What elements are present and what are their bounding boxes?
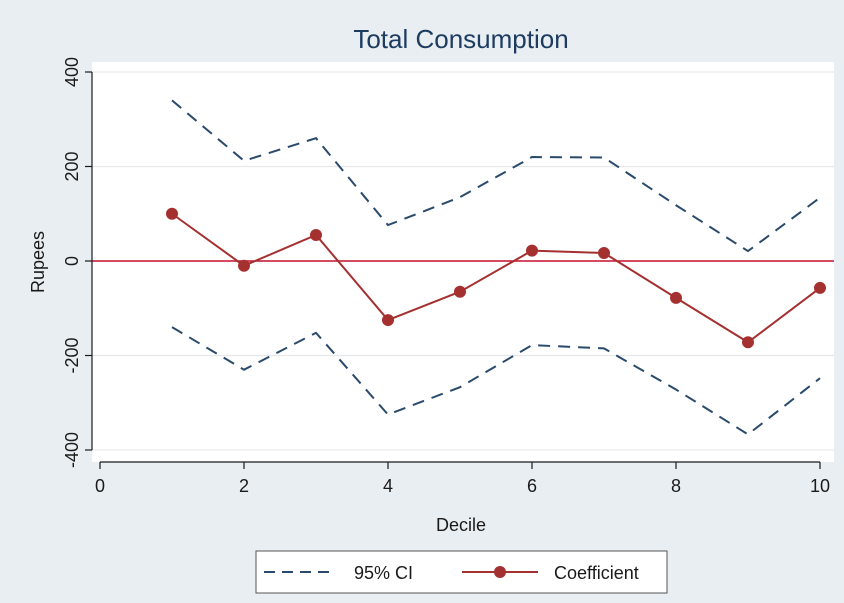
y-tick-label: 200	[62, 151, 82, 181]
tick-labels: 0 2 4 6 8 10 -400 -200 0 200 400	[62, 57, 830, 496]
y-tick-label: 0	[62, 256, 82, 266]
x-tick-label: 8	[671, 476, 681, 496]
legend: 95% CI Coefficient	[255, 550, 668, 594]
coefficient-point	[382, 314, 394, 327]
y-axis-label: Rupees	[28, 231, 48, 293]
x-tick-label: 4	[383, 476, 393, 496]
coefficient-point	[310, 229, 322, 242]
chart-title: Total Consumption	[353, 24, 568, 54]
x-tick-label: 0	[95, 476, 105, 496]
y-tick-label: 400	[62, 57, 82, 87]
legend-coef-swatch-marker	[494, 566, 506, 578]
y-tick-label: -200	[62, 337, 82, 373]
ci-series	[171, 99, 821, 436]
plot-background	[92, 62, 834, 462]
x-tick-label: 10	[810, 476, 830, 496]
coefficient-point	[814, 281, 826, 294]
coefficient-point	[454, 285, 466, 298]
x-tick-label: 6	[527, 476, 537, 496]
coefficient-point	[670, 291, 682, 304]
legend-coef-label: Coefficient	[554, 563, 639, 583]
coefficient-point	[166, 207, 178, 220]
legend-ci-label: 95% CI	[354, 563, 413, 583]
coefficient-series	[166, 207, 826, 349]
axes	[85, 71, 821, 469]
coefficient-line	[171, 212, 821, 344]
ci-lower-line	[171, 326, 821, 436]
coefficient-point	[238, 259, 250, 272]
ci-upper-line	[171, 99, 821, 253]
x-tick-label: 2	[239, 476, 249, 496]
coefficient-point	[598, 246, 610, 259]
coefficient-point	[526, 244, 538, 257]
y-tick-label: -400	[62, 432, 82, 468]
x-axis-label: Decile	[436, 515, 486, 535]
coefficient-point	[742, 336, 754, 349]
